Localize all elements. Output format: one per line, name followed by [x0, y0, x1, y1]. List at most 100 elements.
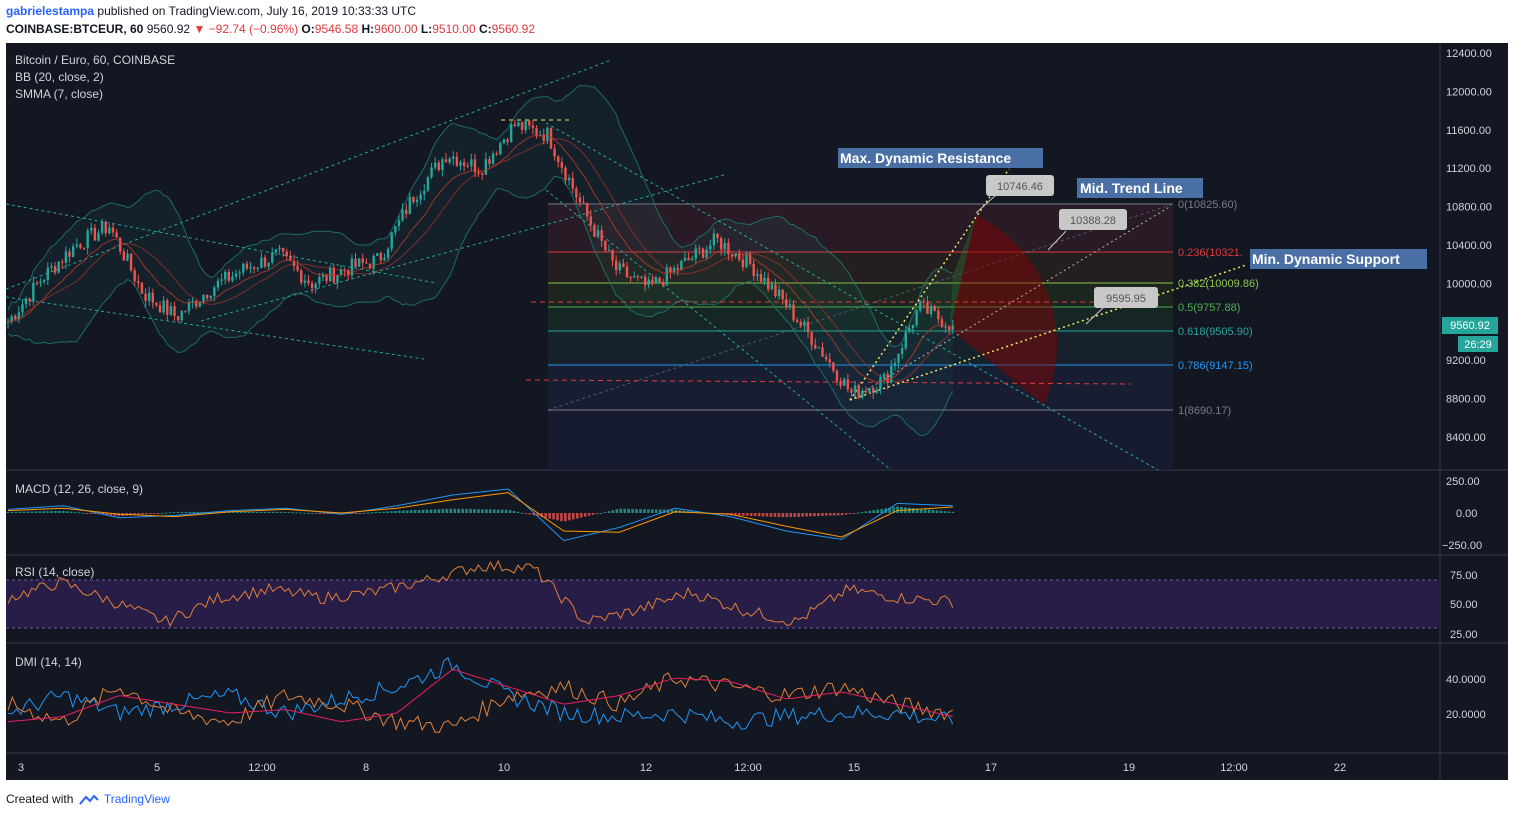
macd-histogram-bar — [757, 513, 761, 517]
candle-body — [256, 267, 259, 269]
chart-canvas[interactable]: 0(10825.60) 0.236(10321. 0.382(10009.86)… — [6, 43, 1508, 780]
candle-body — [882, 373, 886, 378]
candle-body — [933, 306, 936, 311]
tradingview-link[interactable]: TradingView — [103, 792, 170, 806]
candle-body — [133, 270, 136, 282]
candle-body — [542, 134, 545, 141]
macd-histogram-bar — [789, 513, 793, 518]
candle-body — [252, 267, 256, 269]
candle-body — [158, 305, 162, 313]
candle-body — [267, 262, 270, 267]
macd-histogram-bar — [14, 511, 18, 513]
macd-histogram-bar — [445, 508, 449, 513]
candle-body — [90, 227, 93, 231]
macd-histogram-bar — [141, 513, 144, 515]
candle-body — [604, 240, 607, 251]
macd-histogram-bar — [176, 511, 180, 513]
trend-lines[interactable] — [6, 59, 1247, 471]
macd-histogram-bar — [164, 512, 168, 514]
candle-body — [86, 230, 89, 248]
candle-body — [401, 209, 404, 221]
macd-histogram-bar — [457, 508, 460, 513]
candle-body — [318, 276, 321, 284]
macd-histogram-bar — [611, 510, 615, 513]
time-tick-6: 12:00 — [734, 762, 762, 774]
candle-body — [948, 326, 951, 330]
candle-body — [575, 188, 578, 198]
open-value: 9546.58 — [314, 22, 359, 36]
macd-histogram-bar — [69, 511, 73, 513]
candle-body — [810, 332, 813, 346]
candle-body — [176, 315, 180, 321]
candle-body — [64, 251, 68, 263]
candle-body — [900, 348, 904, 354]
chart-frame[interactable]: 0(10825.60) 0.236(10321. 0.382(10009.86)… — [6, 43, 1508, 780]
candle-body — [459, 162, 462, 166]
candle-body — [166, 300, 169, 315]
macd-axis-2: 0.00 — [1456, 508, 1477, 520]
macd-histogram-bar — [172, 511, 176, 513]
candle-body — [325, 274, 328, 282]
candle-body — [303, 280, 307, 283]
candle-body — [307, 280, 310, 284]
macd-signal — [7, 492, 953, 538]
macd-histogram-bar — [658, 509, 662, 513]
macd-histogram-bar — [291, 512, 294, 514]
macd-histogram-bar — [651, 509, 654, 513]
macd-histogram-bar — [587, 513, 591, 516]
candle-body — [408, 197, 412, 215]
macd-histogram-bar — [773, 513, 777, 517]
candle-body — [205, 295, 209, 299]
price-tick-8: 9200.00 — [1446, 355, 1486, 367]
candle-body — [821, 347, 824, 357]
candle-body — [625, 266, 629, 278]
candle-body — [727, 242, 730, 255]
macd-histogram-bar — [386, 511, 389, 513]
fibonacci-retracement[interactable] — [547, 203, 1174, 470]
macd-histogram-bar — [670, 509, 674, 513]
candle-body — [937, 310, 940, 320]
tradingview-logo-icon — [78, 794, 99, 805]
author-link[interactable]: gabrielestampa — [6, 4, 95, 18]
callout-3: 9595.95 — [1106, 293, 1146, 305]
candle-body — [495, 153, 498, 155]
rsi-axis-1: 75.00 — [1450, 570, 1478, 582]
candle-body — [462, 162, 466, 166]
label-min-support: Min. Dynamic Support — [1252, 251, 1400, 267]
macd-histogram-bar — [473, 509, 476, 513]
candle-body — [792, 304, 795, 321]
macd-histogram-bar — [544, 513, 547, 518]
macd-histogram-bar — [105, 513, 109, 516]
macd-histogram-bar — [477, 509, 480, 513]
candle-body — [383, 257, 386, 261]
annotation-labels[interactable]: Max. Dynamic Resistance Mid. Trend Line … — [838, 148, 1427, 269]
candle-body — [260, 257, 263, 268]
candle-body — [357, 258, 361, 267]
price-callouts[interactable]: 10746.46 10388.28 9595.95 — [975, 175, 1158, 325]
callout-1: 10746.46 — [997, 181, 1043, 193]
time-axis[interactable]: 3 5 12:00 8 10 12 12:00 15 17 19 12:00 22 — [18, 762, 1346, 774]
macd-histogram-bar — [825, 513, 828, 516]
macd-histogram-bar — [868, 510, 872, 513]
candle-body — [300, 270, 303, 283]
macd-axis-1: 250.00 — [1446, 476, 1480, 488]
macd-histogram-bar — [152, 513, 156, 514]
fib-label-0: 0(10825.60) — [1178, 199, 1237, 211]
candle-body — [245, 263, 249, 269]
candle-body — [593, 224, 596, 237]
candle-body — [868, 388, 871, 393]
macd-histogram-bar — [326, 513, 330, 514]
candle-body — [517, 122, 520, 127]
price-axis[interactable]: 12400.00 12000.00 11600.00 11200.00 10800.00… — [1446, 48, 1492, 444]
candle-body — [879, 377, 882, 390]
macd-histogram-bar — [892, 507, 895, 513]
candle-body — [343, 269, 346, 271]
bollinger-bands — [7, 84, 954, 436]
macd-histogram-bar — [160, 512, 164, 514]
macd-label: MACD (12, 26, close, 9) — [15, 482, 143, 496]
candle-body — [589, 216, 593, 225]
macd-histogram-bar — [753, 513, 757, 517]
rsi-axis: 75.00 50.00 25.00 — [1450, 570, 1478, 641]
open-label: O: — [301, 22, 315, 36]
macd-histogram-bar — [528, 513, 532, 515]
